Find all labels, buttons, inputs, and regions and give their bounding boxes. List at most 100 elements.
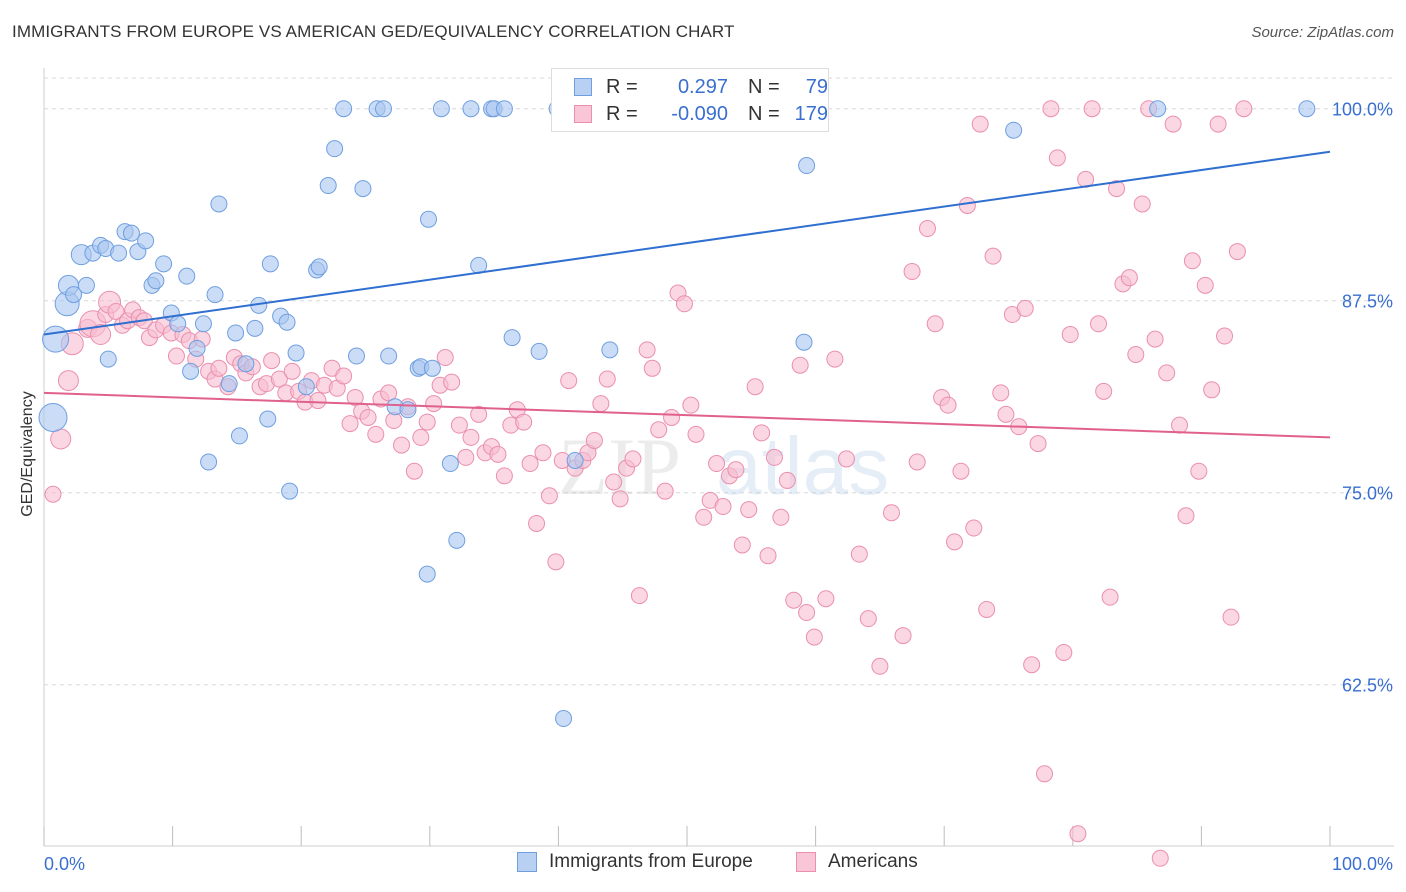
americans-point <box>1029 435 1047 453</box>
europe-point <box>530 342 548 360</box>
americans-point <box>1108 180 1126 198</box>
americans-point <box>778 471 796 489</box>
americans-point <box>1151 849 1169 867</box>
americans-point <box>1190 462 1208 480</box>
americans-point <box>521 455 539 473</box>
europe-legend-swatch <box>517 852 537 872</box>
americans-point <box>489 445 507 463</box>
americans-point <box>560 372 578 390</box>
americans-point <box>1069 825 1087 843</box>
europe-point <box>210 195 228 213</box>
europe-n-value: 79 <box>805 75 828 98</box>
americans-point <box>1171 416 1189 434</box>
americans-point <box>50 428 72 450</box>
americans-point <box>772 508 790 526</box>
americans-point <box>682 396 700 414</box>
americans-point <box>1127 345 1145 363</box>
americans-point <box>1196 276 1214 294</box>
europe-point <box>194 315 212 333</box>
americans-point <box>733 536 751 554</box>
americans-point <box>984 247 1002 265</box>
x-tick-label-max: 100.0% <box>1332 854 1393 874</box>
europe-point <box>38 402 68 432</box>
europe-point <box>200 453 218 471</box>
americans-point <box>630 587 648 605</box>
americans-point <box>1042 100 1060 118</box>
americans-point <box>367 425 385 443</box>
americans-point <box>605 473 623 491</box>
europe-point <box>230 427 248 445</box>
americans-point <box>1083 100 1101 118</box>
americans-point <box>534 444 552 462</box>
americans-point <box>1146 330 1164 348</box>
americans-point <box>871 657 889 675</box>
europe-point <box>182 362 200 380</box>
americans-point <box>759 547 777 565</box>
americans-point <box>1090 315 1108 333</box>
americans-point <box>611 490 629 508</box>
americans-point <box>746 378 764 396</box>
americans-r-value: -0.090 <box>671 102 728 125</box>
americans-point <box>663 408 681 426</box>
y-tick-label: 87.5% <box>1342 292 1393 312</box>
americans-point <box>1120 269 1138 287</box>
europe-point <box>1298 100 1316 118</box>
americans-n-label: N = <box>748 102 780 125</box>
americans-point <box>958 196 976 214</box>
americans-point <box>470 405 488 423</box>
americans-point <box>263 352 281 370</box>
source-label: Source: ZipAtlas.com <box>1251 24 1394 41</box>
americans-point <box>436 349 454 367</box>
americans-point <box>1095 382 1113 400</box>
europe-point <box>418 565 436 583</box>
americans-point <box>945 533 963 551</box>
americans-point <box>462 428 480 446</box>
legend-item-europe[interactable]: Immigrants from Europe <box>517 851 753 873</box>
americans-point <box>708 455 726 473</box>
americans-point <box>918 220 936 238</box>
europe-r-value: 0.297 <box>677 75 728 98</box>
europe-swatch <box>574 78 592 96</box>
americans-point <box>908 453 926 471</box>
americans-point <box>283 362 301 380</box>
americans-point <box>695 508 713 526</box>
americans-point <box>643 359 661 377</box>
americans-point <box>687 425 705 443</box>
europe-point <box>441 455 459 473</box>
europe-point <box>237 355 255 373</box>
americans-r-label: R = <box>606 102 638 125</box>
europe-point <box>246 319 264 337</box>
americans-point <box>418 413 436 431</box>
americans-point <box>1209 115 1227 133</box>
europe-point <box>122 224 140 242</box>
americans-point <box>405 462 423 480</box>
americans-point <box>978 600 996 618</box>
europe-point <box>375 100 393 118</box>
americans-point <box>585 431 603 449</box>
americans-point <box>971 115 989 133</box>
europe-point <box>147 272 165 290</box>
americans-point <box>598 370 616 388</box>
europe-point <box>110 244 128 262</box>
americans-point <box>1177 507 1195 525</box>
americans-point <box>850 545 868 563</box>
americans-point <box>1183 252 1201 270</box>
americans-point <box>791 356 809 374</box>
europe-point <box>188 339 206 357</box>
americans-point <box>992 384 1010 402</box>
americans-point <box>997 405 1015 423</box>
americans-trend-line <box>43 391 1331 439</box>
americans-point <box>90 324 112 346</box>
americans-point <box>540 487 558 505</box>
americans-point <box>765 448 783 466</box>
americans-point <box>714 498 732 516</box>
europe-legend-label: Immigrants from Europe <box>549 851 753 872</box>
americans-point <box>1222 608 1240 626</box>
europe-trend-line <box>43 150 1331 336</box>
europe-point <box>555 710 573 728</box>
legend-item-americans[interactable]: Americans <box>796 851 918 873</box>
americans-point <box>903 263 921 281</box>
europe-point <box>1149 100 1167 118</box>
americans-point <box>44 485 62 503</box>
legend-row-americans: R = -0.090 N = 179 <box>574 101 828 127</box>
